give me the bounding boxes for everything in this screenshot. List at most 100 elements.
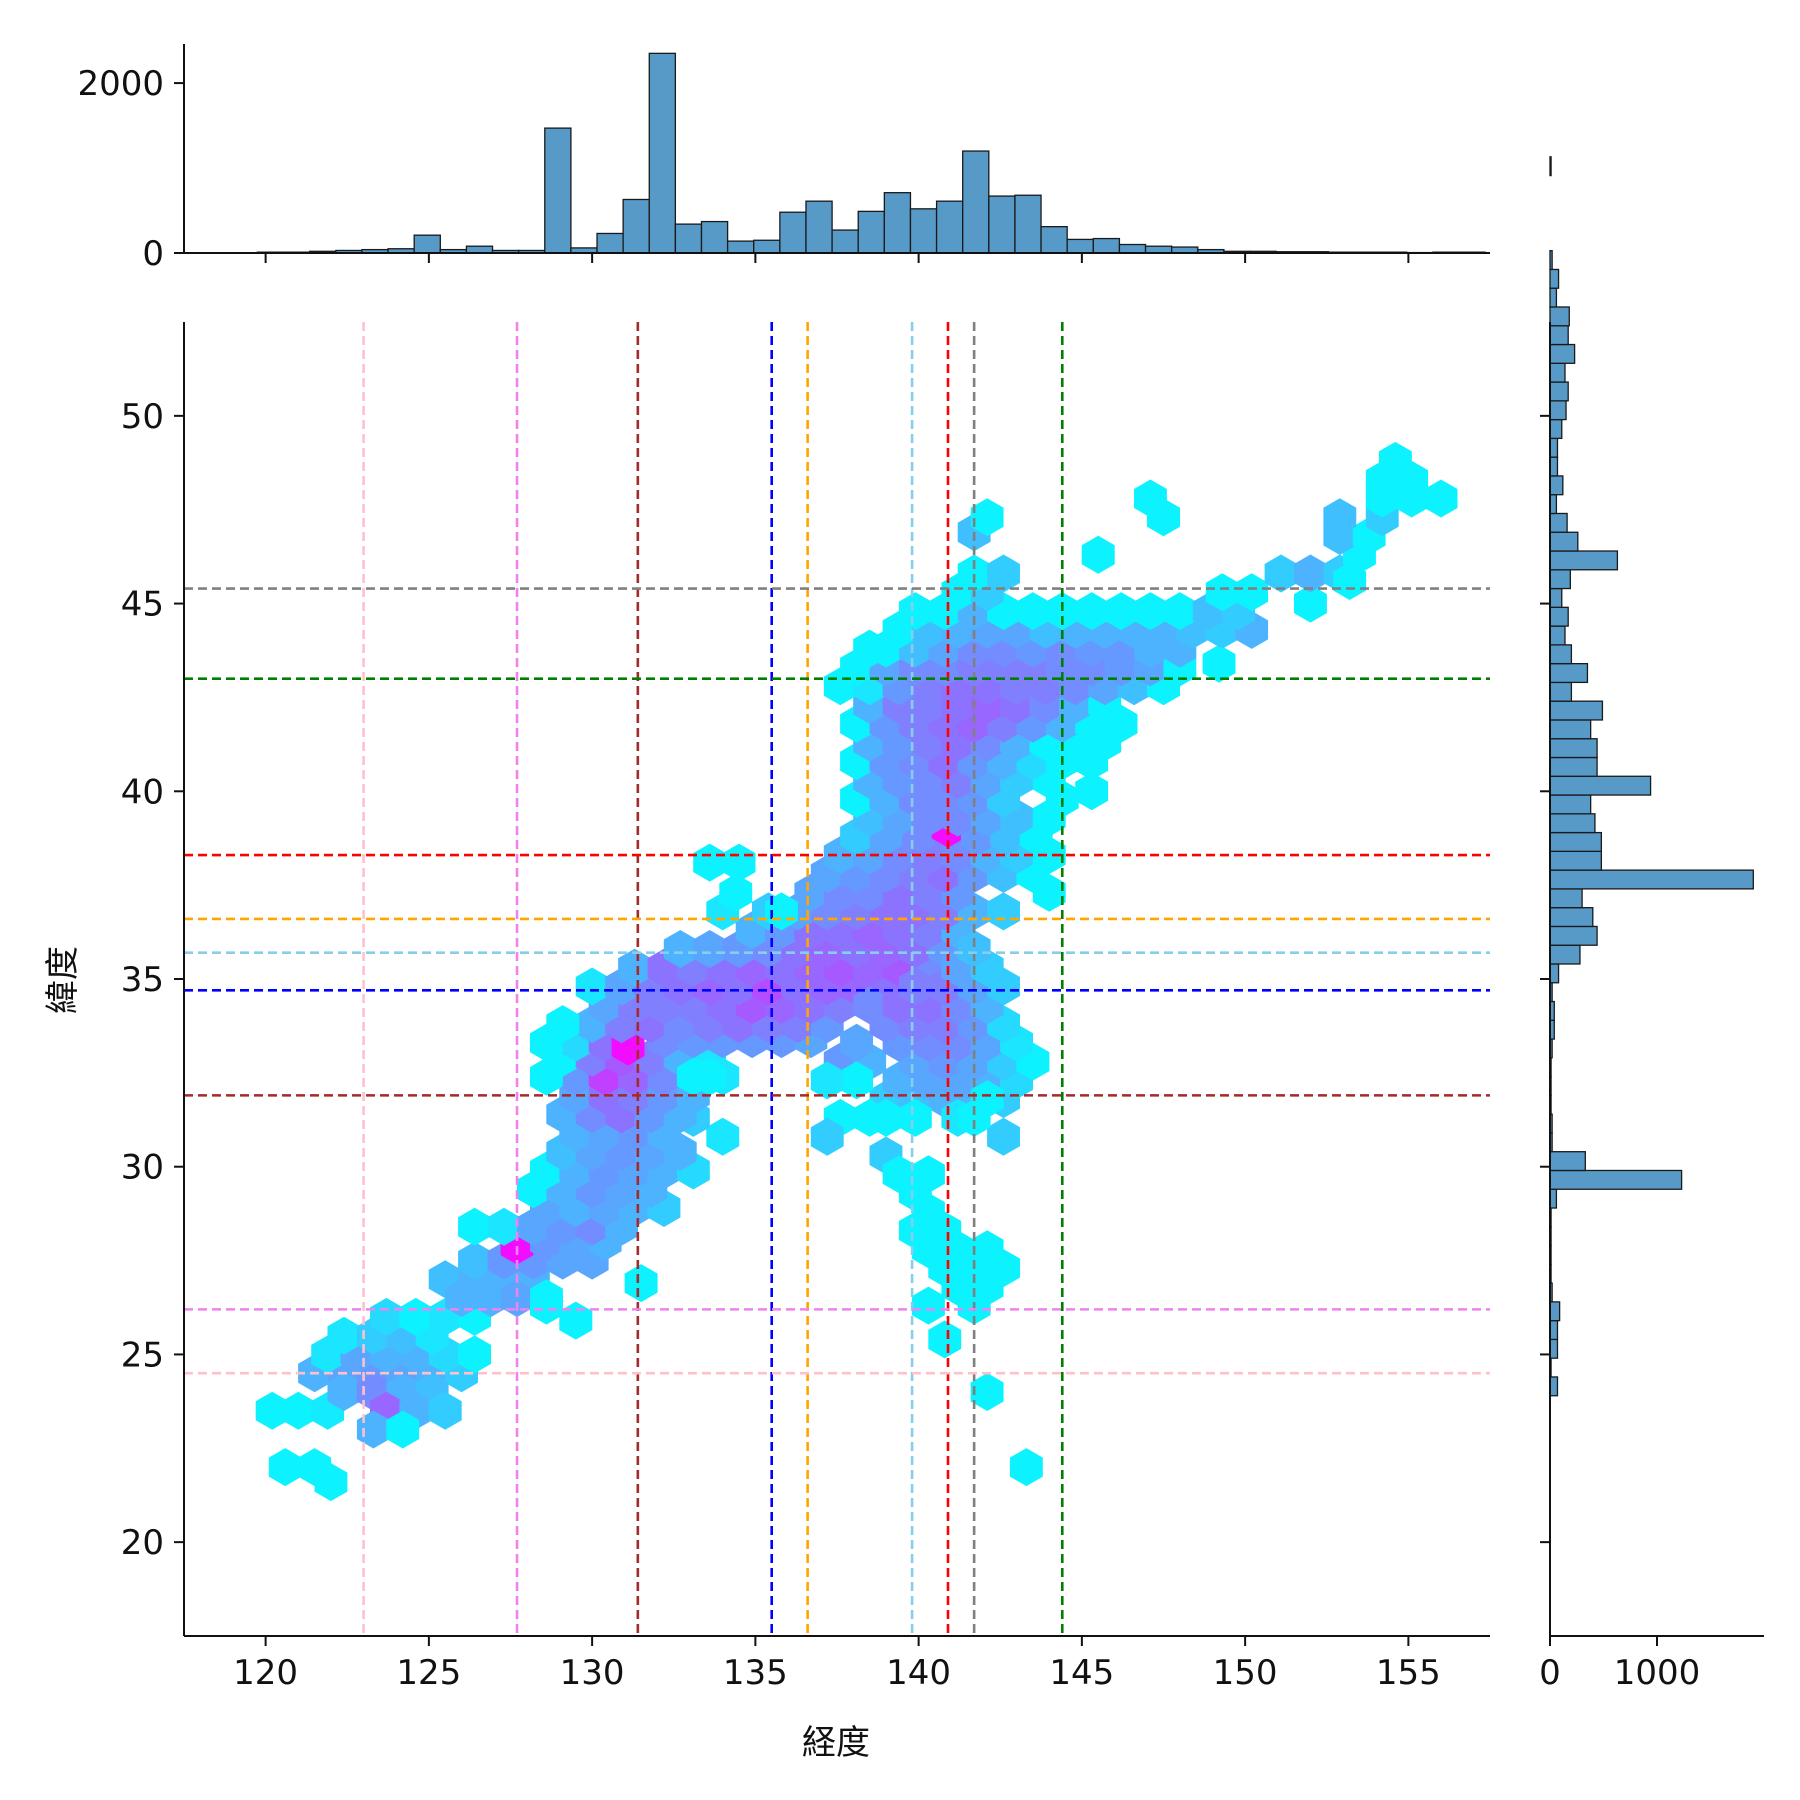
hexbin-cell-135 bbox=[575, 967, 609, 1006]
hexbin-cell-27 bbox=[327, 1316, 361, 1355]
top-hist-bar-24 bbox=[883, 192, 912, 254]
right-hist-bar-50 bbox=[1549, 662, 1589, 684]
hexbin-cell-341 bbox=[1235, 573, 1269, 612]
hexbin-cell-25 bbox=[356, 1410, 390, 1449]
top-hist-bar-27 bbox=[962, 150, 990, 254]
y-tick-label-5: 45 bbox=[121, 585, 164, 625]
right-marginal-histogram: 0 1000 bbox=[1539, 156, 1764, 1693]
right-hist-bar-37 bbox=[1549, 907, 1594, 928]
right-hist-bar-69 bbox=[1549, 306, 1570, 327]
right-hist-bar-23 bbox=[1549, 1169, 1683, 1190]
hexbin-cell-40 bbox=[474, 1279, 508, 1318]
hexbin-cell-435 bbox=[530, 1286, 563, 1325]
y-tick-label-2: 30 bbox=[121, 1148, 164, 1188]
hexbin-cell-342 bbox=[1264, 554, 1298, 593]
hexbin-cell-433 bbox=[970, 1373, 1004, 1411]
x-tick-label-6: 150 bbox=[1213, 1653, 1278, 1693]
hexbin-cell-329 bbox=[1016, 592, 1050, 631]
right-hist-bar-14 bbox=[1549, 1338, 1559, 1359]
right-hist-bar-62 bbox=[1549, 437, 1559, 458]
hexbin-cell-414 bbox=[970, 1080, 1004, 1119]
top-hist-y-tick-label-1: 2000 bbox=[77, 64, 164, 104]
top-hist-bar-29 bbox=[1014, 194, 1042, 254]
hexbin-cell-437 bbox=[624, 1264, 658, 1303]
hexbin-cell-434 bbox=[1009, 1448, 1043, 1487]
right-hist-bar-12 bbox=[1549, 1376, 1559, 1397]
main-axes: 120 125 130 135 140 145 150 155 20 25 30 35 40 45 50 bbox=[121, 322, 1490, 1693]
hexbin-cell-343 bbox=[1294, 554, 1327, 593]
x-tick-label-0: 120 bbox=[233, 1653, 298, 1693]
right-hist-bar-72 bbox=[1549, 250, 1553, 271]
right-hist-bar-47 bbox=[1549, 719, 1592, 740]
top-hist-bar-22 bbox=[831, 229, 859, 254]
top-hist-bar-33 bbox=[1118, 243, 1147, 254]
right-hist-bar-34 bbox=[1549, 963, 1560, 984]
hexbin-cell-411 bbox=[898, 1098, 932, 1137]
top-hist-bar-30 bbox=[1040, 226, 1068, 254]
right-hist-bar-36 bbox=[1549, 925, 1598, 946]
right-hist-bar-54 bbox=[1549, 587, 1563, 608]
hexbin-plot-area: 120 125 130 135 140 145 150 155 20 25 30 35 40 45 50 bbox=[121, 322, 1490, 1693]
hexbin-cell-432 bbox=[928, 1320, 962, 1359]
right-hist-bar-41 bbox=[1549, 831, 1603, 853]
hexbin-cell-24 bbox=[428, 1391, 462, 1430]
right-hist-bar-55 bbox=[1549, 569, 1571, 590]
x-tick-label-2: 130 bbox=[560, 1653, 625, 1693]
right-hist-bar-39 bbox=[1549, 869, 1754, 890]
right-hist-bar-68 bbox=[1549, 325, 1569, 346]
hexbin-cell-17 bbox=[458, 1335, 491, 1374]
right-hist-bar-42 bbox=[1549, 813, 1596, 834]
top-hist-bar-15 bbox=[648, 52, 677, 254]
hexbin-cell-158 bbox=[693, 930, 727, 968]
right-hist-bar-15 bbox=[1549, 1319, 1559, 1341]
right-hist-bar-52 bbox=[1549, 625, 1566, 646]
hexbin-cell-53 bbox=[487, 1207, 521, 1246]
hexbin-layer bbox=[255, 441, 1458, 1502]
hexbin-cell-403 bbox=[957, 930, 991, 968]
hexbin-cell-409 bbox=[987, 1117, 1020, 1156]
top-hist-bar-23 bbox=[857, 210, 885, 254]
x-tick-label-3: 135 bbox=[723, 1653, 788, 1693]
hexbin-cell-18 bbox=[327, 1373, 361, 1411]
right-hist-bar-38 bbox=[1549, 888, 1583, 909]
hexbin-cell-52 bbox=[458, 1207, 491, 1246]
hexbin-cell-157 bbox=[663, 930, 697, 968]
right-hist-bar-66 bbox=[1549, 362, 1566, 383]
right-hist-bar-61 bbox=[1549, 456, 1559, 477]
top-hist-bar-32 bbox=[1092, 237, 1121, 254]
x-tick-label-4: 140 bbox=[886, 1653, 951, 1693]
hexbin-cell-333 bbox=[1134, 592, 1167, 631]
hexbin-cell-146 bbox=[618, 948, 651, 987]
hexbin-cell-5 bbox=[314, 1463, 348, 1502]
top-marginal-histogram: 0 2000 bbox=[77, 44, 1490, 274]
right-hist-bar-60 bbox=[1549, 475, 1564, 496]
hexbin-cell-300 bbox=[1202, 644, 1236, 683]
right-hist-bar-53 bbox=[1549, 606, 1569, 627]
reference-lines bbox=[184, 322, 1490, 1636]
hexbin-cell-337 bbox=[1294, 584, 1327, 623]
hexbin-cell-363 bbox=[1378, 441, 1412, 480]
right-hist-bar-56 bbox=[1549, 550, 1619, 571]
right-hist-bar-24 bbox=[1549, 1151, 1586, 1172]
y-tick-label-0: 20 bbox=[121, 1523, 164, 1563]
hexbin-cell-43 bbox=[458, 1241, 491, 1280]
hexbin-cell-440 bbox=[530, 1057, 563, 1096]
hexbin-cell-439 bbox=[530, 1023, 563, 1062]
right-hist-bar-48 bbox=[1549, 700, 1604, 721]
x-tick-label-7: 155 bbox=[1376, 1653, 1441, 1693]
hexbin-cell-79 bbox=[706, 1117, 740, 1156]
top-hist-bar-19 bbox=[753, 239, 781, 254]
right-hist-bar-67 bbox=[1549, 343, 1576, 364]
y-axis-label: 緯度 bbox=[43, 946, 83, 1014]
hexbin-cell-41 bbox=[500, 1279, 534, 1318]
right-hist-bar-35 bbox=[1549, 944, 1581, 965]
top-hist-bar-14 bbox=[622, 198, 650, 254]
hexbin-cell-231 bbox=[1075, 772, 1109, 811]
right-hist-x-tick-label-1: 1000 bbox=[1614, 1653, 1701, 1693]
hexbin-cell-444 bbox=[765, 892, 798, 931]
right-hist-bar-70 bbox=[1549, 287, 1558, 308]
hexbin-cell-346 bbox=[957, 554, 991, 593]
hexbin-cell-397 bbox=[898, 967, 932, 1006]
y-tick-label-6: 50 bbox=[121, 397, 164, 437]
x-tick-label-5: 145 bbox=[1049, 1653, 1114, 1693]
